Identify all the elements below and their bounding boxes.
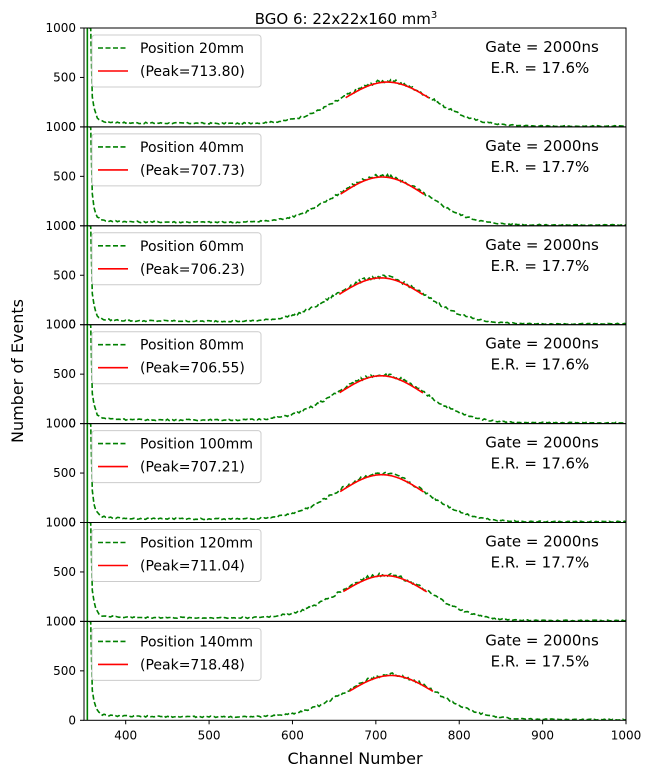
y-tick-label: 500: [53, 367, 76, 381]
legend: Position 140mm (Peak=718.48): [91, 627, 262, 681]
x-tick-label: 400: [114, 728, 137, 742]
gate-annotation: Gate = 2000ns: [485, 631, 599, 649]
fit-line: [339, 375, 424, 394]
energy-resolution-annotation: E.R. = 17.5%: [491, 652, 590, 670]
y-tick-label: 0: [68, 713, 76, 727]
legend: Position 20mm (Peak=713.80): [91, 34, 262, 88]
fit-line: [342, 574, 428, 593]
x-tick-label: 800: [448, 728, 471, 742]
x-axis-label: Channel Number: [287, 749, 422, 768]
energy-resolution-annotation: E.R. = 17.6%: [491, 356, 590, 374]
y-tick-label: 500: [53, 664, 76, 678]
panel-4: 0 500 1000 Position 80mm (Peak=706.55) Gate =…: [45, 318, 627, 431]
spectrum-line: [89, 225, 626, 325]
legend: Position 80mm (Peak=706.55): [91, 331, 262, 385]
fit-line: [338, 277, 424, 296]
legend: Position 40mm (Peak=707.73): [91, 133, 262, 187]
legend-box: [91, 133, 262, 187]
fit-line: [339, 473, 425, 493]
fit-line: [349, 674, 434, 693]
legend-box: [91, 232, 262, 286]
panel-6: 0 500 1000 Position 120mm (Peak=711.04) Gate …: [45, 516, 627, 628]
legend-position-label: Position 20mm: [140, 41, 244, 57]
legend-box: [91, 627, 262, 681]
x-tick-label: 600: [281, 728, 304, 742]
legend-peak-label: (Peak=718.48): [140, 657, 245, 673]
y-tick-label: 1000: [45, 516, 76, 530]
y-tick-label: 500: [53, 268, 76, 282]
spectrum-line: [89, 126, 626, 226]
x-tick-label: 900: [531, 728, 554, 742]
legend-position-label: Position 40mm: [140, 140, 244, 156]
legend-position-label: Position 100mm: [140, 437, 253, 453]
y-tick-label: 1000: [45, 21, 76, 35]
legend-box: [91, 34, 262, 88]
legend: Position 120mm (Peak=711.04): [91, 529, 262, 582]
x-tick-label: 500: [198, 728, 221, 742]
y-tick-label: 1000: [45, 120, 76, 134]
x-tick-label: 700: [364, 728, 387, 742]
panels: 0 500 1000 Position 20mm (Peak=713.80) Gate =…: [45, 21, 627, 727]
spectrum-line: [89, 423, 626, 523]
y-tick-label: 1000: [45, 318, 76, 332]
gate-annotation: Gate = 2000ns: [485, 434, 599, 452]
gate-annotation: Gate = 2000ns: [485, 137, 599, 155]
x-axis: 400 500 600 700 800 900 1000: [114, 720, 641, 742]
energy-resolution-annotation: E.R. = 17.7%: [491, 158, 590, 176]
y-tick-label: 1000: [45, 417, 76, 431]
y-tick-label: 500: [53, 169, 76, 183]
legend-peak-label: (Peak=707.21): [140, 460, 245, 476]
fit-line: [345, 81, 430, 99]
legend-box: [91, 430, 262, 484]
legend-peak-label: (Peak=707.73): [140, 163, 245, 179]
panel-7: 0 500 1000 Position 140mm (Peak=718.48) Gate …: [45, 614, 627, 727]
y-tick-label: 0: [68, 120, 76, 134]
y-tick-label: 0: [68, 318, 76, 332]
energy-resolution-annotation: E.R. = 17.6%: [491, 455, 590, 473]
legend: Position 60mm (Peak=706.23): [91, 232, 262, 286]
gate-annotation: Gate = 2000ns: [485, 533, 599, 551]
gate-annotation: Gate = 2000ns: [485, 236, 599, 254]
legend-box: [91, 331, 262, 385]
legend-position-label: Position 60mm: [140, 239, 244, 255]
fit-line: [340, 176, 425, 196]
panel-2: 0 500 1000 Position 40mm (Peak=707.73) Gate =…: [45, 120, 627, 233]
y-tick-label: 500: [53, 565, 76, 579]
y-tick-label: 1000: [45, 219, 76, 233]
energy-resolution-annotation: E.R. = 17.6%: [491, 59, 590, 77]
legend-box: [91, 529, 262, 582]
y-tick-label: 0: [68, 417, 76, 431]
y-axis-label: Number of Events: [8, 299, 27, 443]
legend-position-label: Position 140mm: [140, 634, 253, 650]
energy-resolution-annotation: E.R. = 17.7%: [491, 257, 590, 275]
y-tick-label: 0: [68, 614, 76, 628]
energy-resolution-annotation: E.R. = 17.7%: [491, 554, 590, 572]
legend-peak-label: (Peak=706.55): [140, 361, 245, 377]
y-tick-label: 0: [68, 219, 76, 233]
y-tick-label: 500: [53, 70, 76, 84]
panel-3: 0 500 1000 Position 60mm (Peak=706.23) Gate =…: [45, 219, 627, 332]
spectrum-line: [89, 621, 626, 721]
gate-annotation: Gate = 2000ns: [485, 38, 599, 56]
panel-5: 0 500 1000 Position 100mm (Peak=707.21) Gate …: [45, 417, 627, 530]
y-tick-label: 0: [68, 516, 76, 530]
panel-1: 0 500 1000 Position 20mm (Peak=713.80) Gate =…: [45, 21, 627, 134]
legend-peak-label: (Peak=706.23): [140, 262, 245, 278]
legend-position-label: Position 80mm: [140, 338, 244, 354]
chart-title: BGO 6: 22x22x160 mm3: [255, 10, 438, 28]
legend-position-label: Position 120mm: [140, 536, 253, 552]
y-tick-label: 1000: [45, 614, 76, 628]
gate-annotation: Gate = 2000ns: [485, 335, 599, 353]
legend: Position 100mm (Peak=707.21): [91, 430, 262, 484]
legend-peak-label: (Peak=711.04): [140, 559, 245, 575]
x-tick-label: 1000: [611, 728, 642, 742]
legend-peak-label: (Peak=713.80): [140, 64, 245, 80]
spectrum-line: [89, 324, 626, 424]
y-tick-label: 500: [53, 466, 76, 480]
